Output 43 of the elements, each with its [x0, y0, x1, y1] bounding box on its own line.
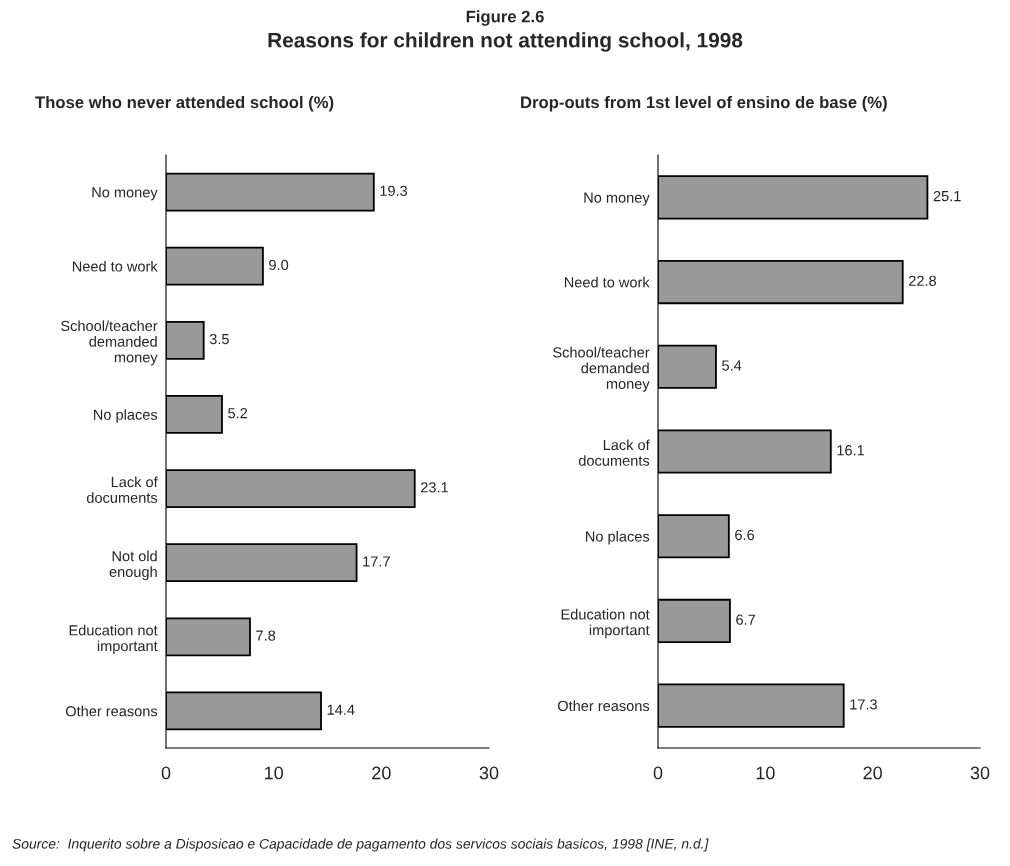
- chart-title: Drop-outs from 1st level of ensino de base (%): [521, 95, 887, 112]
- y-tick-label: Lack of documents: [578, 439, 650, 466]
- y-tick-label: School/teacher demanded money: [553, 346, 650, 392]
- y-tick-label: Need to work: [564, 276, 650, 288]
- data-label: 17.3: [850, 699, 877, 710]
- y-tick-label: School/teacher demanded money: [61, 320, 158, 366]
- x-tick-label: 20: [372, 766, 391, 780]
- data-label: 25.1: [933, 190, 961, 202]
- x-tick-label: 0: [653, 766, 663, 780]
- data-label: 14.4: [327, 704, 355, 715]
- y-tick-label: No places: [586, 530, 650, 545]
- data-label: 6.6: [735, 529, 755, 541]
- y-tick-label: Education not important: [69, 624, 158, 655]
- caption: Figure 2.6: [466, 10, 544, 26]
- y-tick-label: Other reasons: [65, 705, 158, 717]
- data-label: 19.3: [380, 185, 408, 196]
- y-tick-label: Other reasons: [557, 700, 650, 712]
- data-label: 5.2: [228, 408, 248, 419]
- data-label: 16.1: [837, 445, 865, 456]
- source-note: Source: Inquerito sobre a Disposicao e Capacidade de pagamento dos servicos sociais basicos, 1998 [INE, n.d.]: [12, 838, 709, 852]
- y-tick-label: No money: [584, 192, 650, 206]
- y-tick-label: Education not important: [561, 608, 650, 639]
- x-tick-label: 10: [265, 766, 283, 780]
- x-tick-label: 30: [970, 766, 990, 780]
- y-tick-label: Lack of documents: [86, 476, 158, 503]
- x-tick-label: 10: [756, 766, 775, 780]
- text: Reasons for children not attending school, 1998: [268, 32, 743, 52]
- data-label: 22.8: [909, 275, 937, 286]
- data-label: 7.8: [256, 630, 276, 641]
- data-label: 5.4: [722, 360, 742, 371]
- data-label: 17.7: [363, 556, 390, 567]
- chart-title: Those who never attended school (%): [35, 95, 334, 112]
- data-label: 9.0: [269, 259, 289, 271]
- y-tick-label: Need to work: [72, 260, 158, 272]
- y-tick-label: No money: [92, 187, 158, 201]
- x-tick-label: 0: [161, 766, 171, 780]
- x-tick-label: 20: [863, 766, 882, 780]
- data-label: 6.7: [736, 614, 756, 625]
- data-label: 3.5: [209, 333, 229, 345]
- y-tick-label: Not old enough: [109, 550, 157, 580]
- data-label: 23.1: [421, 482, 448, 493]
- y-tick-label: No places: [94, 409, 158, 423]
- x-tick-label: 30: [479, 766, 499, 780]
